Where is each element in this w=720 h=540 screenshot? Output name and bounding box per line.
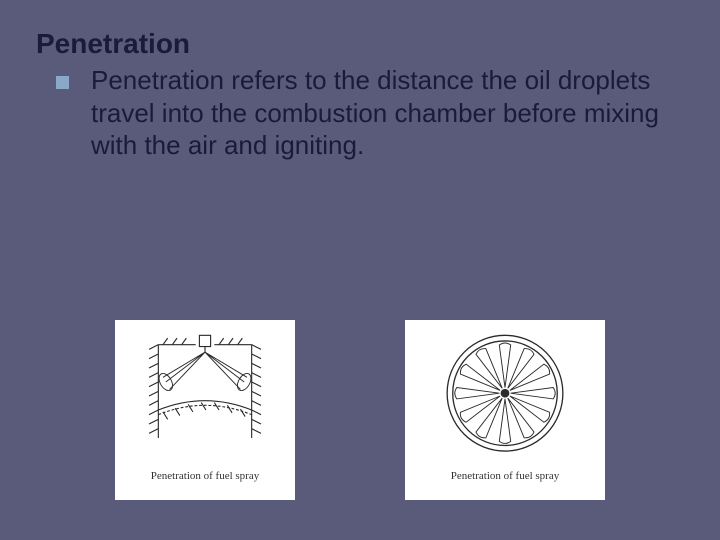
- figure-right-caption: Penetration of fuel spray: [451, 470, 559, 482]
- spray-top-view-icon: [415, 326, 595, 466]
- body-text: Penetration refers to the distance the o…: [91, 64, 681, 162]
- heading: Penetration: [36, 28, 684, 60]
- figure-left: Penetration of fuel spray: [115, 320, 295, 500]
- figures-row: Penetration of fuel spray Penetration of…: [0, 320, 720, 500]
- bullet-icon: [56, 76, 69, 89]
- spray-side-view-icon: [125, 326, 285, 466]
- bullet-row: Penetration refers to the distance the o…: [36, 64, 684, 162]
- slide-container: Penetration Penetration refers to the di…: [0, 0, 720, 540]
- figure-left-caption: Penetration of fuel spray: [151, 470, 259, 482]
- figure-right: Penetration of fuel spray: [405, 320, 605, 500]
